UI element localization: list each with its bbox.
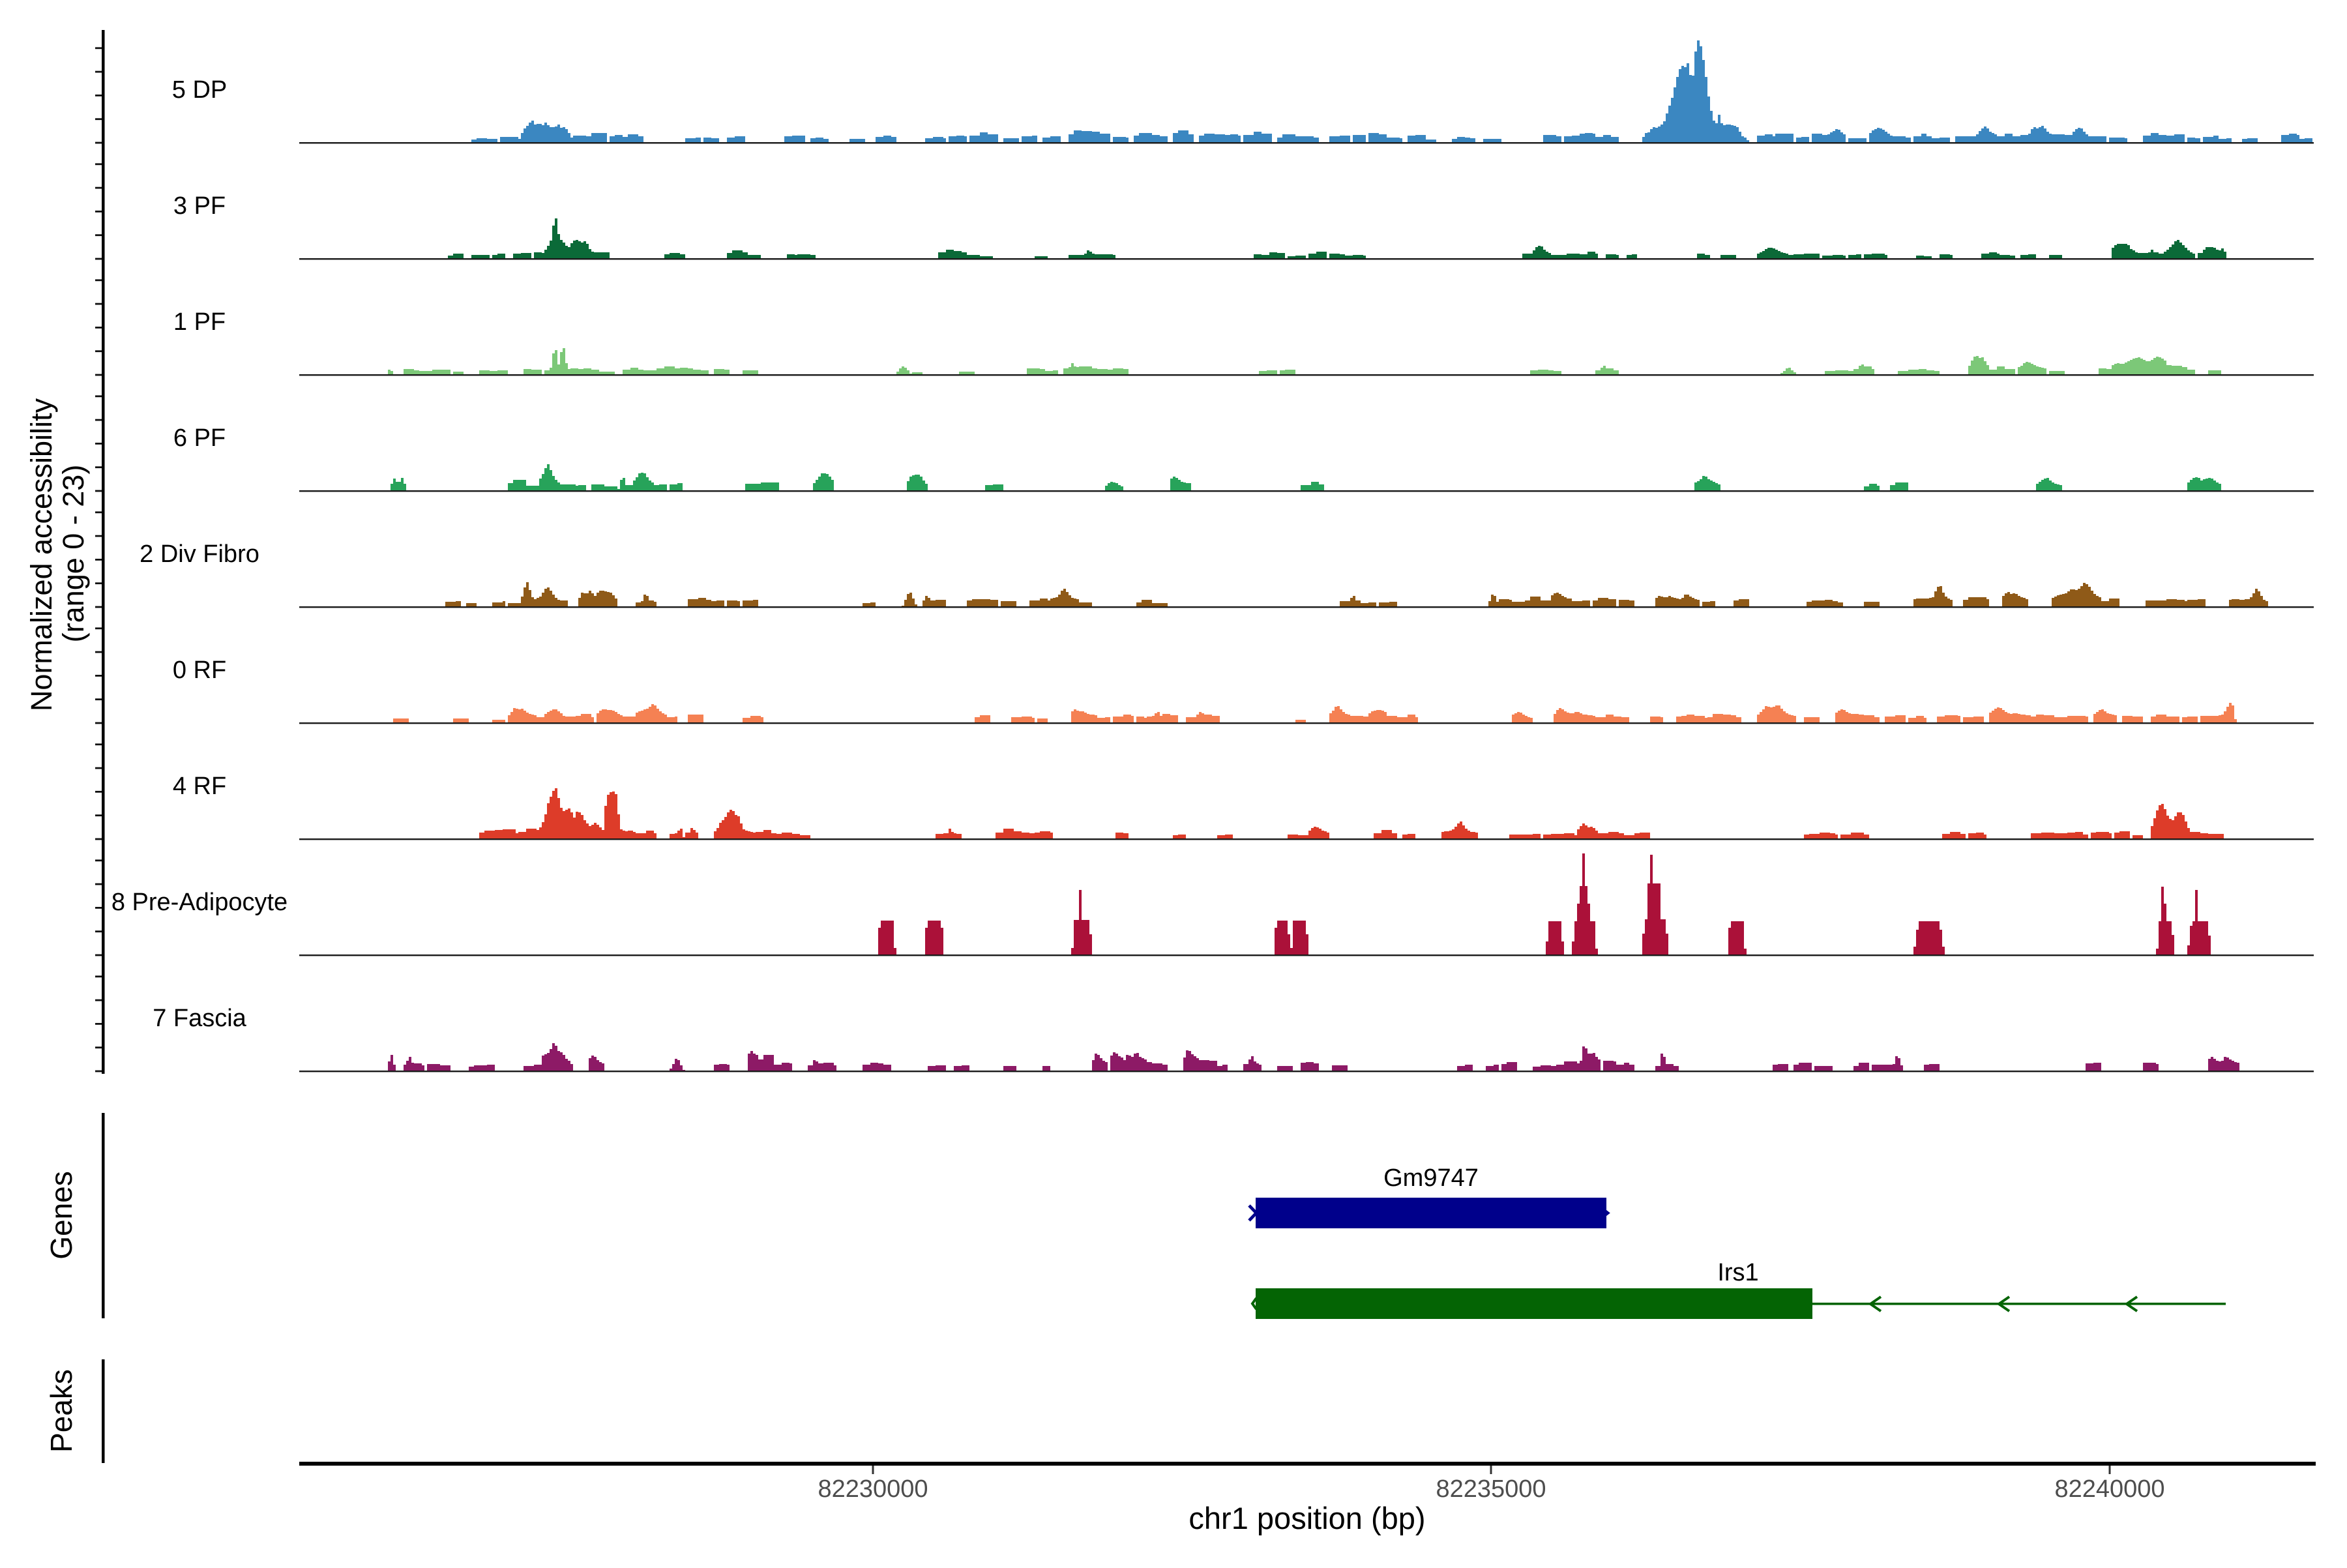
svg-text:1 PF: 1 PF bbox=[173, 308, 226, 336]
svg-text:82240000: 82240000 bbox=[2054, 1475, 2164, 1503]
svg-text:82235000: 82235000 bbox=[1436, 1475, 1546, 1503]
svg-text:Genes: Genes bbox=[44, 1171, 78, 1260]
svg-text:0 RF: 0 RF bbox=[173, 657, 226, 684]
svg-text:82230000: 82230000 bbox=[818, 1475, 928, 1503]
svg-text:4 RF: 4 RF bbox=[173, 773, 226, 800]
svg-text:Gm9747: Gm9747 bbox=[1383, 1164, 1479, 1192]
svg-text:Normalized accessibility: Normalized accessibility bbox=[25, 398, 58, 711]
svg-text:8 Pre-Adipocyte: 8 Pre-Adipocyte bbox=[111, 889, 288, 916]
svg-text:Peaks: Peaks bbox=[44, 1369, 78, 1453]
svg-text:7 Fascia: 7 Fascia bbox=[153, 1005, 246, 1032]
svg-text:5 DP: 5 DP bbox=[172, 76, 227, 104]
svg-text:6 PF: 6 PF bbox=[173, 424, 226, 452]
svg-text:(range 0 - 23): (range 0 - 23) bbox=[57, 465, 90, 643]
svg-text:chr1 position (bp): chr1 position (bp) bbox=[1188, 1501, 1425, 1535]
svg-text:3 PF: 3 PF bbox=[173, 192, 226, 220]
svg-text:2 Div Fibro: 2 Div Fibro bbox=[140, 540, 259, 568]
svg-text:Irs1: Irs1 bbox=[1717, 1259, 1758, 1286]
